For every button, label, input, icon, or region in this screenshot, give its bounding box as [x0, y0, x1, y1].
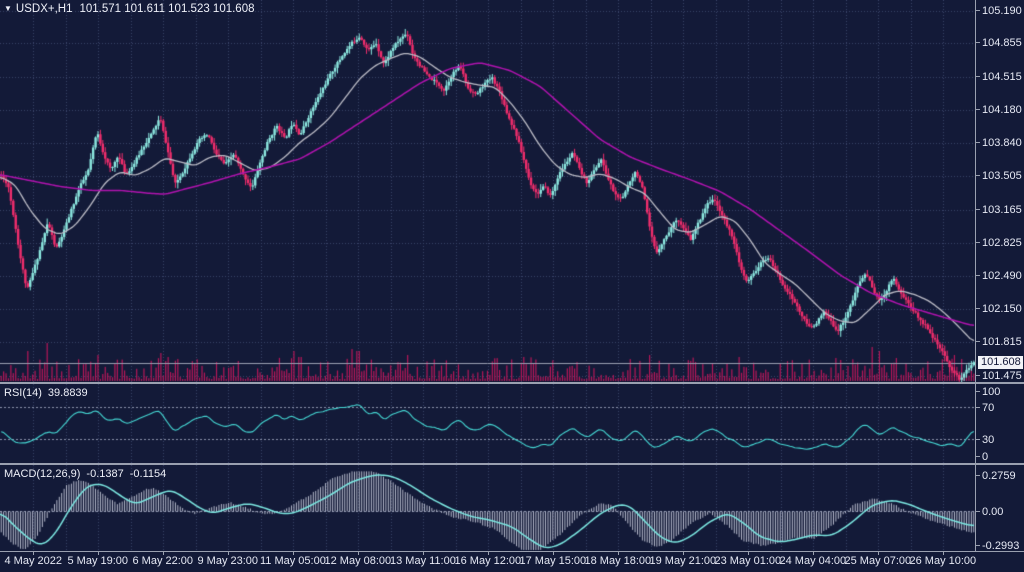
panel-separator[interactable] — [0, 382, 1024, 384]
axis-tick-mark — [976, 42, 980, 43]
macd-level-label: 0.00 — [982, 506, 1004, 518]
time-tick-label: 19 May 21:00 — [649, 555, 717, 567]
price-tick-label: 104.515 — [982, 70, 1022, 83]
price-tick-label: 104.855 — [982, 37, 1022, 50]
panel-separator[interactable] — [0, 463, 1024, 465]
rsi-indicator-label: RSI(14) 39.8839 — [4, 387, 94, 399]
macd-signal-value: -0.1154 — [129, 468, 167, 480]
price-tick-label: 101.815 — [982, 336, 1022, 349]
price-tick-label: 103.165 — [982, 203, 1022, 216]
axis-tick-mark — [976, 76, 980, 77]
macd-level-label: -0.2993 — [982, 540, 1020, 552]
time-tick-label: 18 May 18:00 — [584, 555, 652, 567]
ohlc-values: 101.571 101.611 101.523 101.608 — [79, 3, 255, 15]
price-tick-label: 101.475 — [982, 369, 1022, 382]
price-tick-label: 102.150 — [982, 303, 1022, 316]
macd-indicator-canvas[interactable] — [0, 465, 975, 551]
rsi-level-label: 30 — [982, 434, 995, 447]
axis-tick-mark — [976, 109, 980, 110]
time-tick-mark — [358, 552, 359, 555]
macd-level-label: 0.2759 — [982, 470, 1016, 483]
axis-tick-mark — [976, 209, 980, 210]
time-tick-label: 25 May 07:00 — [844, 555, 912, 567]
axis-tick-mark — [976, 308, 980, 309]
axis-tick-mark — [976, 407, 980, 408]
time-tick-label: 4 May 2022 — [4, 555, 62, 567]
time-tick-mark — [98, 552, 99, 555]
panel-separator — [0, 551, 1024, 552]
axis-tick-mark — [976, 475, 980, 476]
macd-name: MACD(12,26,9) — [4, 468, 81, 480]
symbol-marker-icon[interactable]: ▼ — [4, 4, 12, 13]
axis-tick-mark — [976, 341, 980, 342]
time-tick-mark — [683, 552, 684, 555]
candlestick-chart-canvas[interactable] — [0, 0, 975, 382]
time-axis[interactable]: 4 May 2022 5 May 19:00 6 May 22:00 9 May 23… — [0, 552, 1024, 572]
price-tick-label: 105.190 — [982, 4, 1022, 17]
time-tick-mark — [488, 552, 489, 555]
time-tick-label: 6 May 22:00 — [132, 555, 194, 567]
price-tick-label: 103.840 — [982, 137, 1022, 150]
current-price-label: 101.608 — [978, 356, 1023, 369]
time-tick-label: 13 May 11:00 — [390, 555, 456, 567]
rsi-level-label: 0 — [982, 451, 989, 463]
time-tick-mark — [813, 552, 814, 555]
time-tick-mark — [423, 552, 424, 555]
time-tick-mark — [553, 552, 554, 555]
rsi-level-label: 100 — [982, 386, 1001, 398]
axis-tick-mark — [976, 142, 980, 143]
time-tick-label: 17 May 15:00 — [519, 555, 587, 567]
axis-tick-mark — [976, 175, 980, 176]
rsi-name: RSI(14) — [4, 387, 42, 399]
time-tick-label: 11 May 05:00 — [260, 555, 326, 567]
symbol-title: ▼ USDX+,H1 101.571 101.611 101.523 101.608 — [4, 3, 255, 15]
time-tick-label: 16 May 12:00 — [454, 555, 522, 567]
macd-value: -0.1387 — [86, 468, 124, 480]
price-tick-label: 103.505 — [982, 170, 1022, 183]
axis-tick-mark — [976, 545, 980, 546]
price-tick-label: 102.490 — [982, 269, 1022, 282]
axis-tick-mark — [976, 391, 980, 392]
time-tick-mark — [618, 552, 619, 555]
time-tick-label: 12 May 08:00 — [324, 555, 392, 567]
time-tick-mark — [33, 552, 34, 555]
time-tick-label: 23 May 01:00 — [714, 555, 782, 567]
time-tick-label: 24 May 04:00 — [779, 555, 847, 567]
axis-tick-mark — [976, 456, 980, 457]
time-tick-mark — [878, 552, 879, 555]
time-tick-mark — [943, 552, 944, 555]
price-axis[interactable]: 101.608 105.190 104.855 104.515 104.180 103.… — [975, 0, 1024, 552]
axis-tick-mark — [976, 375, 980, 376]
macd-indicator-label: MACD(12,26,9) -0.1387 -0.1154 — [4, 468, 172, 480]
rsi-level-label: 70 — [982, 401, 995, 414]
time-tick-mark — [228, 552, 229, 555]
rsi-indicator-canvas[interactable] — [0, 384, 975, 463]
axis-tick-mark — [976, 242, 980, 243]
price-tick-label: 104.180 — [982, 103, 1022, 116]
axis-tick-mark — [976, 10, 980, 11]
time-tick-label: 26 May 10:00 — [909, 555, 977, 567]
rsi-value: 39.8839 — [47, 387, 88, 399]
axis-tick-mark — [976, 511, 980, 512]
axis-tick-mark — [976, 439, 980, 440]
price-tick-label: 102.825 — [982, 236, 1022, 249]
time-tick-mark — [748, 552, 749, 555]
axis-tick-mark — [976, 275, 980, 276]
time-tick-label: 9 May 23:00 — [197, 555, 259, 567]
time-tick-label: 5 May 19:00 — [67, 555, 129, 567]
time-tick-mark — [293, 552, 294, 555]
symbol-name: USDX+,H1 — [15, 3, 73, 15]
time-tick-mark — [163, 552, 164, 555]
